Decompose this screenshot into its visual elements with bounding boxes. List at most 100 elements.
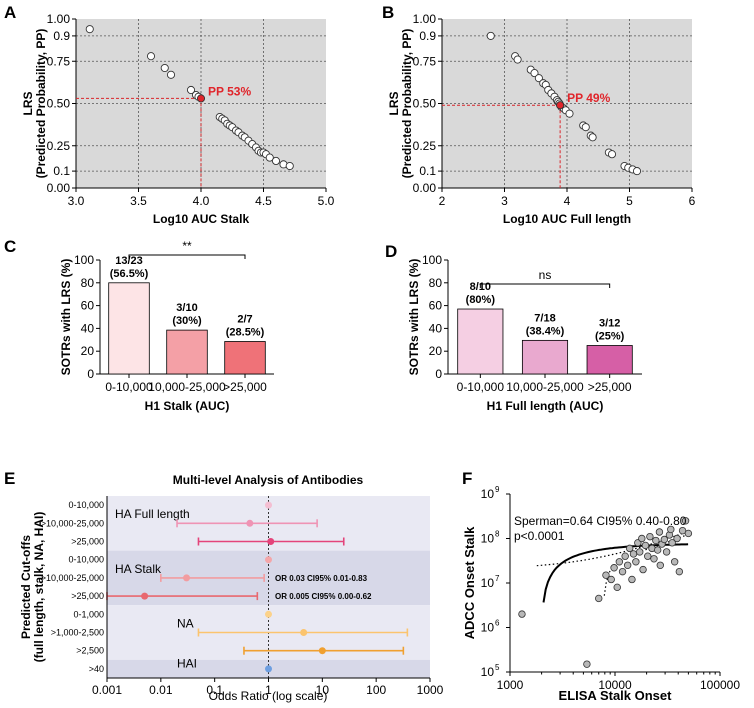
e-row-label: >1,000-2,500 bbox=[51, 628, 104, 638]
c-bar-percent-label: (28.5%) bbox=[226, 327, 265, 339]
f-point bbox=[621, 552, 629, 560]
f-point bbox=[615, 558, 624, 566]
f-point bbox=[673, 534, 681, 543]
f-point bbox=[623, 561, 632, 569]
f-point bbox=[667, 525, 675, 534]
e-row-label: 0-10,000 bbox=[68, 500, 104, 510]
e-row-label: >10,000-25,000 bbox=[41, 573, 104, 583]
f-point bbox=[632, 558, 640, 566]
f-y-tick-label: 10 bbox=[481, 621, 495, 635]
f-point bbox=[638, 534, 646, 543]
e-odds-ratio-point bbox=[183, 574, 191, 582]
c-x-tick-label: 0-10,000 bbox=[105, 380, 153, 394]
c-x-tick-label: >25,000 bbox=[223, 380, 267, 394]
b-point bbox=[607, 150, 617, 159]
b-point bbox=[486, 31, 495, 40]
c-significance-label: ** bbox=[182, 239, 192, 253]
d-bar bbox=[586, 345, 633, 375]
b-x-tick-label: 6 bbox=[689, 194, 696, 208]
e-x-tick-label: 0.1 bbox=[206, 683, 223, 697]
e-odds-ratio-point bbox=[265, 665, 272, 673]
a-point bbox=[271, 156, 281, 166]
c-significance-bracket bbox=[128, 254, 246, 259]
e-row-label: >25,000 bbox=[71, 537, 104, 547]
f-point bbox=[625, 544, 634, 553]
c-y-tick-label: 100 bbox=[74, 253, 94, 267]
d-bar bbox=[457, 308, 504, 375]
d-bar-count-label: 3/12 bbox=[599, 318, 620, 330]
b-y-tick-label: 0.25 bbox=[413, 139, 437, 153]
b-y-axis-title-2: (Predicted Probability, PP) bbox=[400, 29, 414, 179]
f-point bbox=[656, 561, 664, 569]
f-point bbox=[655, 528, 664, 536]
panel-letter-a: A bbox=[4, 3, 16, 22]
b-y-tick-label: 0.00 bbox=[413, 181, 437, 195]
panel-letter-e: E bbox=[4, 469, 15, 488]
panel-letter-b: B bbox=[382, 3, 394, 22]
d-y-axis-title: SOTRs with LRS (%) bbox=[407, 259, 421, 376]
b-highlight-label: PP 49% bbox=[567, 91, 610, 105]
d-bar bbox=[521, 339, 569, 375]
d-bar-percent-label: (80%) bbox=[466, 294, 496, 306]
a-y-axis-title-1: LRS bbox=[21, 92, 35, 116]
e-odds-ratio-point bbox=[318, 647, 326, 655]
e-odds-ratio-point bbox=[267, 538, 275, 545]
a-y-tick-label: 0.50 bbox=[47, 97, 71, 111]
f-y-tick-label: 10 bbox=[481, 576, 495, 590]
f-point bbox=[668, 539, 676, 547]
e-y-axis-title-1: Predicted Cut-offs bbox=[19, 535, 33, 639]
c-bar-percent-label: (56.5%) bbox=[110, 268, 149, 280]
b-point bbox=[513, 55, 522, 64]
c-bar-count-label: 2/7 bbox=[237, 314, 252, 326]
e-annotation: OR 0.03 CI95% 0.01-0.83 bbox=[275, 574, 368, 583]
a-point bbox=[160, 63, 169, 73]
d-x-tick-label: 0-10,000 bbox=[457, 380, 505, 394]
d-y-tick-label: 40 bbox=[429, 321, 443, 335]
a-y-tick-label: 1.00 bbox=[47, 12, 71, 26]
f-point bbox=[595, 594, 603, 603]
e-group-label: HA Full length bbox=[115, 507, 190, 521]
panel-letter-d: D bbox=[385, 242, 397, 261]
f-y-tick-exponent: 8 bbox=[495, 530, 500, 539]
a-highlight-point bbox=[196, 94, 206, 103]
f-x-axis-title: ELISA Stalk Onset bbox=[559, 688, 673, 703]
a-x-tick-label: 5.0 bbox=[318, 194, 335, 208]
e-x-tick-label: 1000 bbox=[417, 683, 444, 697]
b-y-tick-label: 0.9 bbox=[419, 29, 436, 43]
c-y-axis-title: SOTRs with LRS (%) bbox=[59, 259, 73, 376]
d-bar-count-label: 7/18 bbox=[534, 312, 555, 324]
d-significance-bracket bbox=[479, 283, 611, 288]
d-significance-label: ns bbox=[539, 268, 552, 282]
e-odds-ratio-point bbox=[300, 629, 308, 636]
c-bar-count-label: 3/10 bbox=[176, 302, 197, 314]
a-y-tick-label: 0.25 bbox=[47, 139, 71, 153]
a-y-tick-label: 0.1 bbox=[53, 164, 70, 178]
f-point bbox=[607, 575, 615, 584]
e-row-label: 0-10,000 bbox=[68, 555, 104, 565]
e-group-label: HA Stalk bbox=[115, 562, 162, 576]
b-y-tick-label: 1.00 bbox=[413, 12, 437, 26]
f-y-tick-exponent: 5 bbox=[495, 663, 500, 672]
a-y-tick-label: 0.9 bbox=[53, 29, 70, 43]
e-x-tick-label: 1 bbox=[265, 683, 272, 697]
f-y-tick-exponent: 6 bbox=[495, 619, 500, 628]
e-x-tick-label: 0.001 bbox=[92, 683, 122, 697]
f-point bbox=[662, 548, 671, 556]
d-bar-percent-label: (25%) bbox=[595, 331, 625, 343]
f-stat-label-1: Sperman=0.64 CI95% 0.40-0.80 bbox=[514, 514, 687, 528]
panel-letter-f: F bbox=[462, 469, 472, 488]
b-point bbox=[581, 123, 590, 132]
e-row-label: >25,000 bbox=[71, 591, 104, 601]
a-point bbox=[146, 52, 156, 61]
a-point bbox=[186, 85, 196, 95]
e-odds-ratio-point bbox=[265, 556, 272, 564]
d-x-tick-label: >25,000 bbox=[588, 380, 632, 394]
e-title: Multi-level Analysis of Antibodies bbox=[173, 473, 364, 487]
c-bar-percent-label: (30%) bbox=[172, 315, 202, 327]
e-odds-ratio-point bbox=[265, 501, 272, 509]
b-x-axis-title: Log10 AUC Full length bbox=[503, 212, 631, 226]
e-group-label: NA bbox=[177, 616, 194, 630]
d-x-tick-label: 10,000-25,000 bbox=[506, 380, 584, 394]
